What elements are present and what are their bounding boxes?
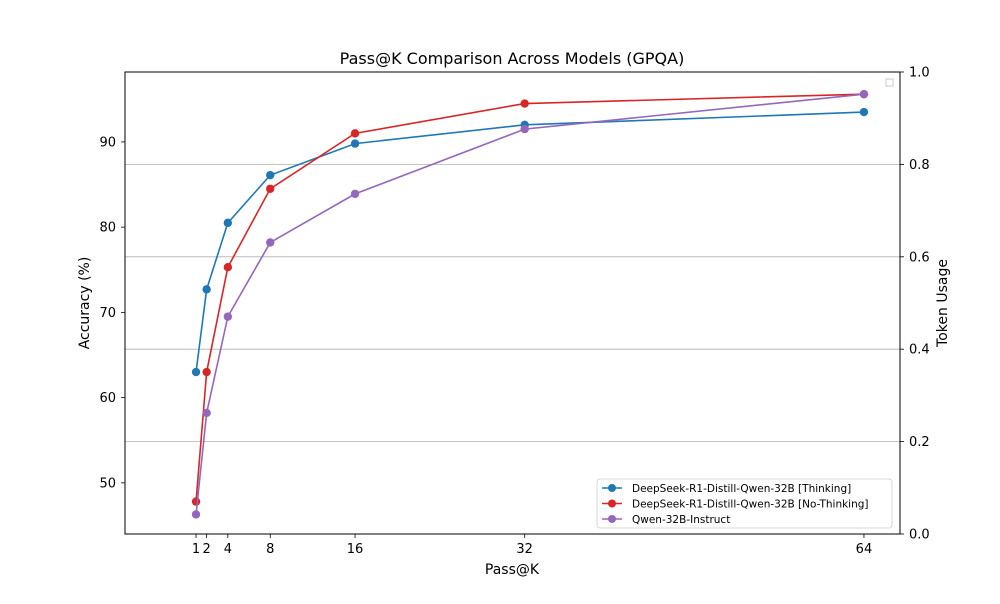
chart-title: Pass@K Comparison Across Models (GPQA) — [340, 49, 685, 68]
y-tick-label: 60 — [99, 391, 116, 406]
x-tick-label: 32 — [516, 542, 533, 557]
y2-axis-label: Token Usage — [935, 259, 951, 348]
legend: DeepSeek-R1-Distill-Qwen-32B [Thinking] D… — [596, 478, 893, 529]
y-tick-label: 90 — [99, 135, 116, 150]
data-point — [202, 285, 211, 294]
y2-tick-label: 0.4 — [909, 343, 930, 358]
x-tick-label: 4 — [224, 542, 232, 557]
data-point — [223, 312, 233, 321]
data-point — [223, 218, 233, 228]
data-point — [191, 497, 201, 506]
x-tick-label: 1 — [192, 542, 200, 557]
series-line-2 — [195, 93, 865, 515]
data-point — [520, 99, 529, 108]
data-point — [223, 262, 233, 272]
data-point — [202, 367, 211, 377]
plot-frame — [124, 71, 901, 535]
legend-entry: DeepSeek-R1-Distill-Qwen-32B [Thinking] — [632, 483, 851, 495]
right-y-axis: 0.0 0.2 0.4 0.6 0.8 1.0 — [900, 66, 930, 543]
series-group — [191, 89, 869, 519]
empty-legend-box — [885, 78, 894, 87]
x-tick-label: 2 — [202, 542, 210, 557]
legend-box — [596, 478, 893, 529]
legend-entry: Qwen-32B-Instruct — [632, 514, 730, 526]
y2-tick-label: 0.6 — [909, 250, 930, 265]
data-point — [266, 184, 275, 193]
data-point — [350, 129, 360, 138]
legend-swatch-marker — [608, 484, 616, 492]
left-y-axis: 50 60 70 80 90 — [99, 135, 125, 491]
series-line-0 — [195, 111, 864, 373]
x-tick-label: 64 — [856, 542, 873, 557]
data-point — [520, 124, 529, 134]
y-tick-label: 50 — [99, 476, 116, 491]
y-axis-label: Accuracy (%) — [77, 257, 93, 350]
x-axis-label: Pass@K — [485, 562, 540, 578]
data-point — [859, 89, 869, 99]
data-point — [191, 510, 201, 519]
data-point — [266, 170, 275, 180]
data-point — [266, 238, 275, 247]
y2-tick-label: 1.0 — [909, 66, 930, 81]
data-point — [350, 139, 360, 148]
y2-tick-label: 0.0 — [909, 528, 930, 543]
data-point — [859, 107, 869, 117]
legend-swatch-marker — [608, 499, 616, 508]
x-tick-label: 16 — [347, 542, 364, 557]
y-tick-label: 80 — [99, 221, 116, 236]
y-tick-label: 70 — [99, 306, 116, 321]
grid-lines — [125, 163, 900, 443]
series-line-1 — [195, 93, 864, 502]
data-point — [202, 408, 211, 418]
data-point — [191, 367, 201, 377]
legend-entry: DeepSeek-R1-Distill-Qwen-32B [No-Thinkin… — [632, 499, 869, 511]
x-axis: 1 2 4 8 16 32 64 — [192, 534, 872, 557]
data-point — [350, 189, 360, 199]
legend-swatch-marker — [608, 515, 616, 523]
y2-tick-label: 0.8 — [909, 158, 930, 173]
x-tick-label: 8 — [266, 542, 274, 557]
y2-tick-label: 0.2 — [909, 435, 930, 450]
